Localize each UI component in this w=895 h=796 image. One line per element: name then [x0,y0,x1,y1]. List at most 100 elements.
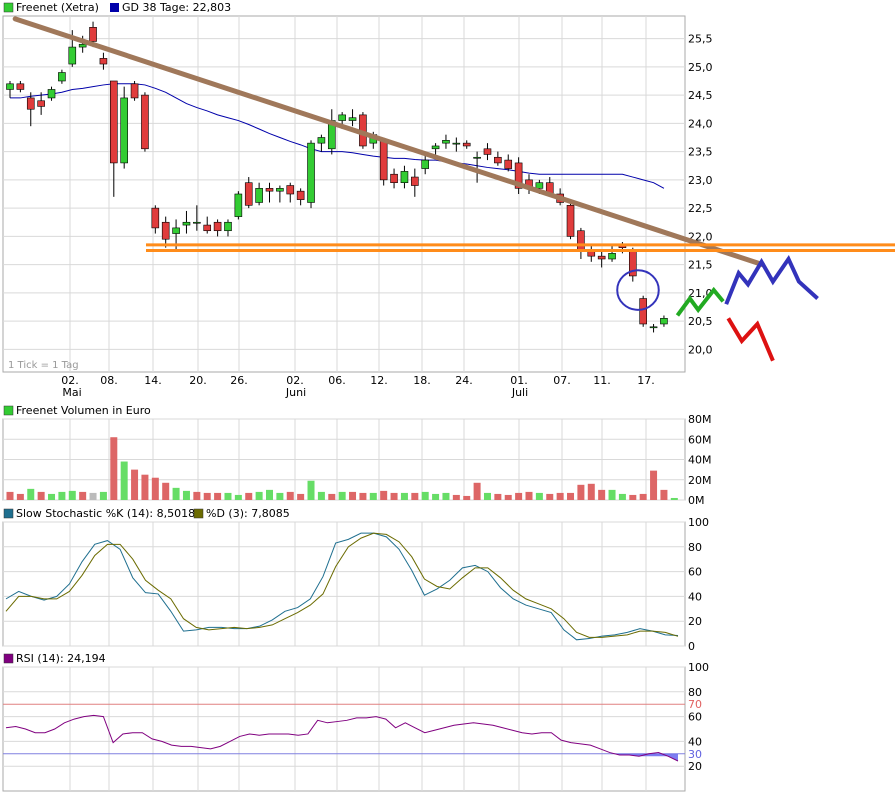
volume-bar-31 [328,493,336,500]
volume-bar-15 [162,482,170,500]
volume-bar-60 [629,494,637,500]
volume-bar-0 [6,491,14,500]
volume-bar-47 [494,493,502,500]
candle-body-29 [307,142,315,203]
candle-body-51 [535,182,544,189]
volume-bar-33 [349,491,357,500]
stoch-ytick-2: 40 [688,590,702,603]
volume-bar-22 [234,494,242,500]
ma38-line [10,83,665,189]
volume-bar-4 [48,493,56,500]
volume-bar-5 [58,491,66,500]
candle-body-2 [26,97,35,110]
volume-bar-6 [68,490,76,500]
volume-bar-10 [110,437,118,500]
volume-bar-45 [473,482,481,500]
volume-bar-62 [650,470,658,500]
x-day-label-11: 07. [553,374,571,387]
candle-body-30 [317,137,326,144]
candle-body-3 [37,100,45,107]
vol-ytick-3: 60M [688,433,712,446]
price-legend: Freenet (Xetra) GD 38 Tage: 22,803 [3,1,231,14]
rsi-legend-swatch [3,653,14,664]
rsi-ytick-4: 70 [688,698,702,711]
candle-12 [130,80,139,101]
x-month-label-1: Juni [285,386,306,399]
candle-body-32 [338,114,346,121]
candle-body-15 [161,221,170,240]
candle-58 [608,244,616,262]
rsi-plot-frame [2,666,686,792]
candle-body-28 [296,190,305,200]
price-ytick-5: 22,5 [688,202,713,215]
candle-body-20 [213,221,222,232]
candle-body-11 [120,97,128,164]
vol-ytick-0: 0M [688,494,705,507]
candle-54 [566,202,575,240]
volume-bar-61 [639,493,647,500]
x-day-label-2: 14. [144,374,162,387]
rsi-ytick-6: 100 [688,661,709,674]
volume-bar-57 [598,489,606,500]
candle-body-10 [110,80,118,164]
stoch-k-line [5,532,679,641]
candle-body-13 [141,94,149,150]
candle-13 [141,92,149,152]
volume-bar-23 [245,492,253,500]
price-ytick-3: 21,5 [688,259,713,272]
candle-body-62 [649,326,658,329]
rsi-grid [3,666,685,791]
candles [6,21,668,333]
candle-20 [213,219,222,237]
volume-panel: Freenet Volumen in Euro 0M 20M 40M 60M 80M [2,404,712,507]
volume-bar-14 [151,477,159,500]
x-day-label-6: 06. [328,374,346,387]
candle-15 [161,216,170,248]
candle-42 [442,134,450,149]
volume-bar-1 [16,493,24,500]
stoch-d-swatch [193,508,204,519]
candle-body-24 [255,188,263,203]
x-day-label-0: 02. [61,374,79,387]
volume-bar-28 [297,493,305,500]
candle-30 [317,134,326,152]
candle-body-38 [400,171,409,183]
candle-38 [400,165,409,189]
candle-45 [473,151,481,183]
price-ytick-10: 25,0 [688,61,713,74]
volume-bar-30 [317,491,325,500]
x-day-label-3: 20. [189,374,207,387]
stoch-ytick-0: 0 [688,640,695,653]
tick-note: 1 Tick = 1 Tag [8,360,79,371]
stoch-plot-frame [2,521,686,647]
volume-bar-34 [359,492,367,500]
stoch-y-axis: 0 20 40 60 80 100 [688,516,709,653]
candle-body-41 [431,145,440,150]
rsi-oversold-fill [614,753,678,761]
candle-44 [462,140,471,149]
volume-bar-56 [587,483,595,500]
candle-5 [58,69,66,84]
rsi-ytick-3: 60 [688,711,702,724]
stoch-d-legend: %D (3): 7,8085 [206,507,290,520]
candle-body-1 [16,83,25,90]
volume-bar-12 [131,469,139,500]
volume-bar-32 [338,491,346,500]
volume-bar-46 [483,492,491,500]
candle-body-6 [68,46,77,65]
stoch-lines [5,532,679,641]
volume-bar-42 [442,492,450,500]
stoch-ytick-4: 80 [688,541,702,554]
volume-bar-20 [214,492,222,500]
volume-bar-27 [286,491,294,500]
legend-label-price: Freenet (Xetra) [16,1,99,14]
candle-22 [234,191,243,220]
candle-body-36 [379,140,388,181]
volume-bar-55 [577,484,585,500]
candle-body-63 [660,318,668,325]
stoch-k-swatch [3,508,14,519]
candle-body-49 [514,162,523,189]
candle-body-27 [286,185,295,195]
volume-bar-9 [99,491,107,500]
candle-19 [203,216,212,234]
